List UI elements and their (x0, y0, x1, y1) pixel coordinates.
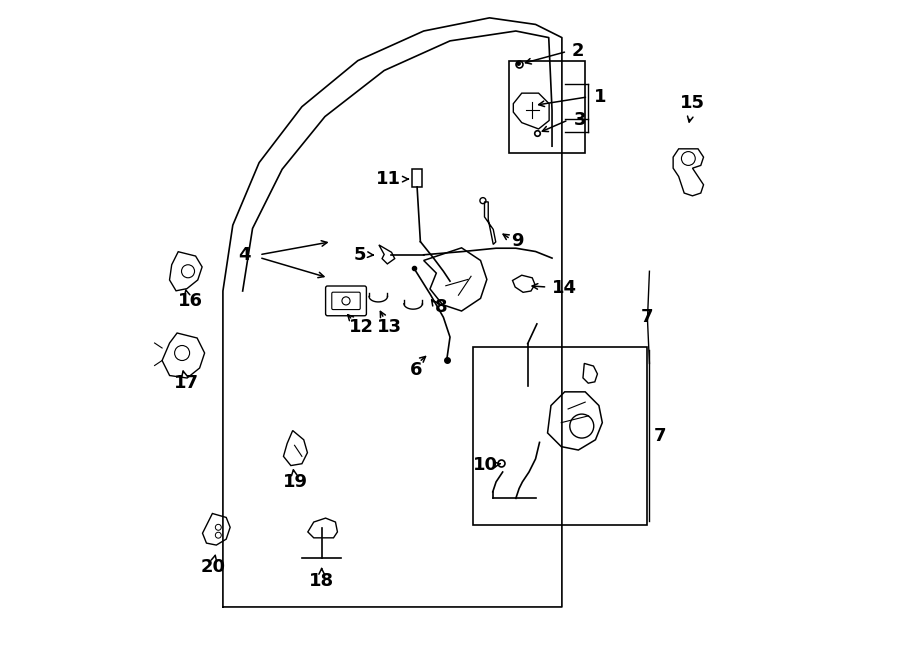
Text: 9: 9 (511, 232, 524, 250)
Text: 6: 6 (410, 361, 422, 379)
Text: 17: 17 (175, 374, 199, 392)
FancyBboxPatch shape (473, 347, 647, 525)
FancyBboxPatch shape (332, 292, 360, 309)
Text: 7: 7 (641, 308, 653, 327)
FancyBboxPatch shape (326, 286, 366, 316)
Text: 11: 11 (375, 170, 401, 188)
Text: 20: 20 (201, 559, 226, 576)
FancyBboxPatch shape (412, 169, 422, 187)
Text: 4: 4 (238, 246, 250, 264)
Text: 16: 16 (177, 292, 202, 310)
Text: 8: 8 (435, 299, 448, 317)
Text: 10: 10 (473, 457, 498, 475)
Text: 3: 3 (573, 111, 586, 129)
FancyBboxPatch shape (509, 61, 585, 153)
Text: 5: 5 (354, 246, 366, 264)
Text: 1: 1 (593, 88, 606, 106)
Text: 15: 15 (680, 95, 705, 112)
Text: 2: 2 (572, 42, 584, 60)
Text: 19: 19 (283, 473, 308, 491)
Text: 7: 7 (654, 427, 667, 445)
Text: 13: 13 (377, 318, 402, 336)
Text: 12: 12 (349, 318, 374, 336)
Text: 14: 14 (552, 279, 577, 297)
Text: 18: 18 (309, 572, 334, 590)
